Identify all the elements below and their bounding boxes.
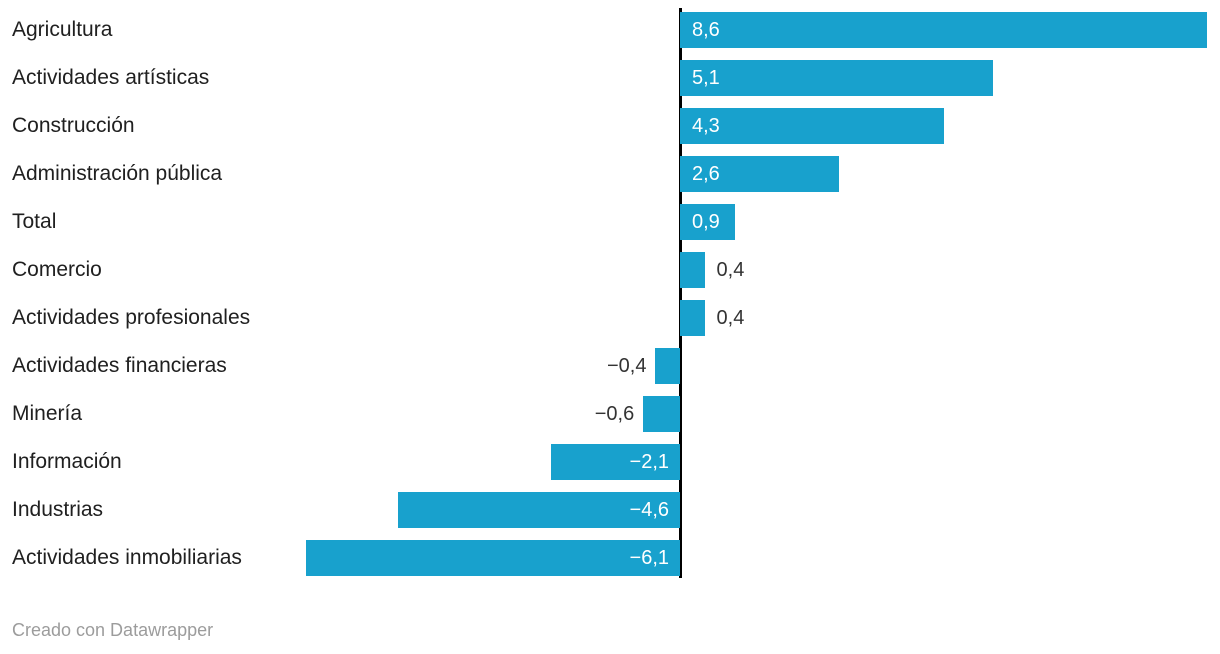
bar	[680, 300, 705, 336]
value-label: 2,6	[692, 163, 720, 185]
bar	[680, 60, 993, 96]
value-label: 0,9	[692, 211, 720, 233]
value-label: −4,6	[629, 499, 669, 521]
zero-axis-line	[679, 8, 682, 578]
value-label: −0,4	[607, 355, 647, 377]
datawrapper-credit-link[interactable]: Creado con Datawrapper	[12, 620, 214, 640]
bar	[680, 12, 1208, 48]
value-label: 5,1	[692, 67, 720, 89]
bar	[680, 108, 944, 144]
value-label: 8,6	[692, 19, 720, 41]
category-label: Información	[12, 450, 122, 473]
value-label: −6,1	[629, 547, 669, 569]
category-label: Industrias	[12, 498, 104, 521]
bar	[680, 204, 736, 240]
category-label: Actividades artísticas	[12, 66, 210, 89]
category-label: Minería	[12, 402, 83, 425]
category-label: Agricultura	[12, 18, 113, 41]
category-label: Actividades profesionales	[12, 306, 251, 329]
value-label: 0,4	[716, 259, 745, 281]
value-label: −2,1	[629, 451, 669, 473]
category-label: Total	[12, 210, 57, 233]
category-label: Actividades financieras	[12, 354, 227, 377]
category-label: Construcción	[12, 114, 135, 137]
bar	[680, 156, 840, 192]
bar	[680, 252, 705, 288]
bar	[655, 348, 680, 384]
bar	[398, 492, 680, 528]
value-label: −0,6	[594, 403, 635, 425]
value-label: 0,4	[716, 307, 745, 329]
bar	[643, 396, 680, 432]
value-label: 4,3	[692, 115, 720, 137]
bar	[306, 540, 680, 576]
category-label: Comercio	[12, 258, 102, 281]
bar	[551, 444, 680, 480]
category-label: Actividades inmobiliarias	[12, 546, 242, 569]
category-label: Administración pública	[12, 162, 223, 185]
